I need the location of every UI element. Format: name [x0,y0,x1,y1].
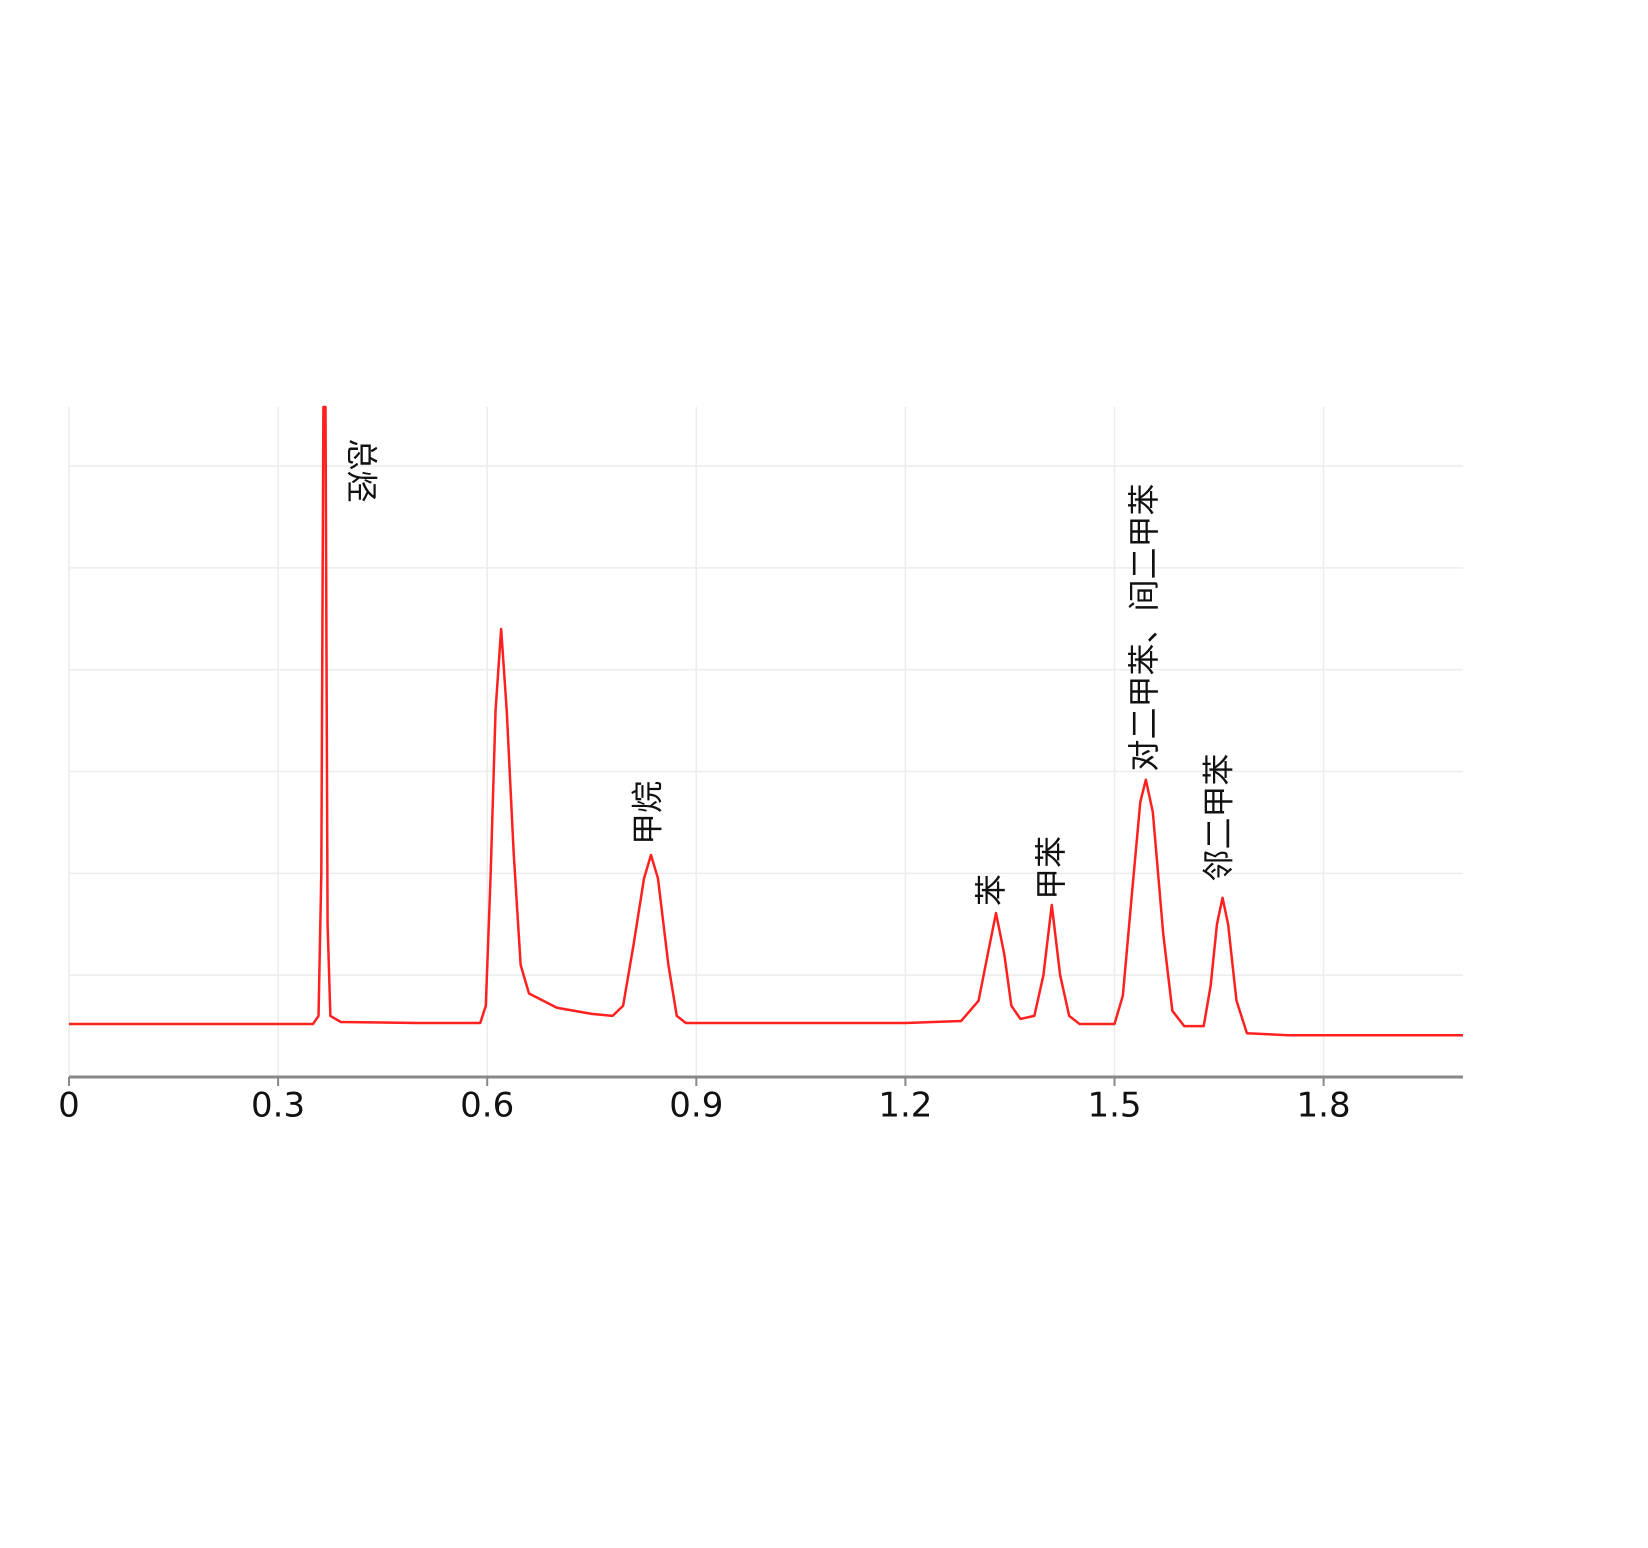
peak-label: 对二甲苯、间二甲苯 [1125,484,1163,772]
chromatogram-line [69,405,1463,1037]
x-tick-label: 0.3 [251,1086,305,1126]
x-tick-label: 0.9 [669,1086,723,1126]
x-tick-label: 0.6 [460,1086,514,1126]
peak-label: 甲苯 [1032,836,1070,900]
peak-label: 总烃 [343,439,381,503]
peak-label: 苯 [972,874,1010,906]
x-tick-label: 1.2 [878,1086,932,1126]
x-tick-label: 1.8 [1297,1086,1351,1126]
x-tick-label: 0 [58,1086,80,1126]
x-tick-label: 1.5 [1087,1086,1141,1126]
peak-label: 邻二甲苯 [1199,753,1237,881]
peak-label: 甲烷 [629,781,667,845]
